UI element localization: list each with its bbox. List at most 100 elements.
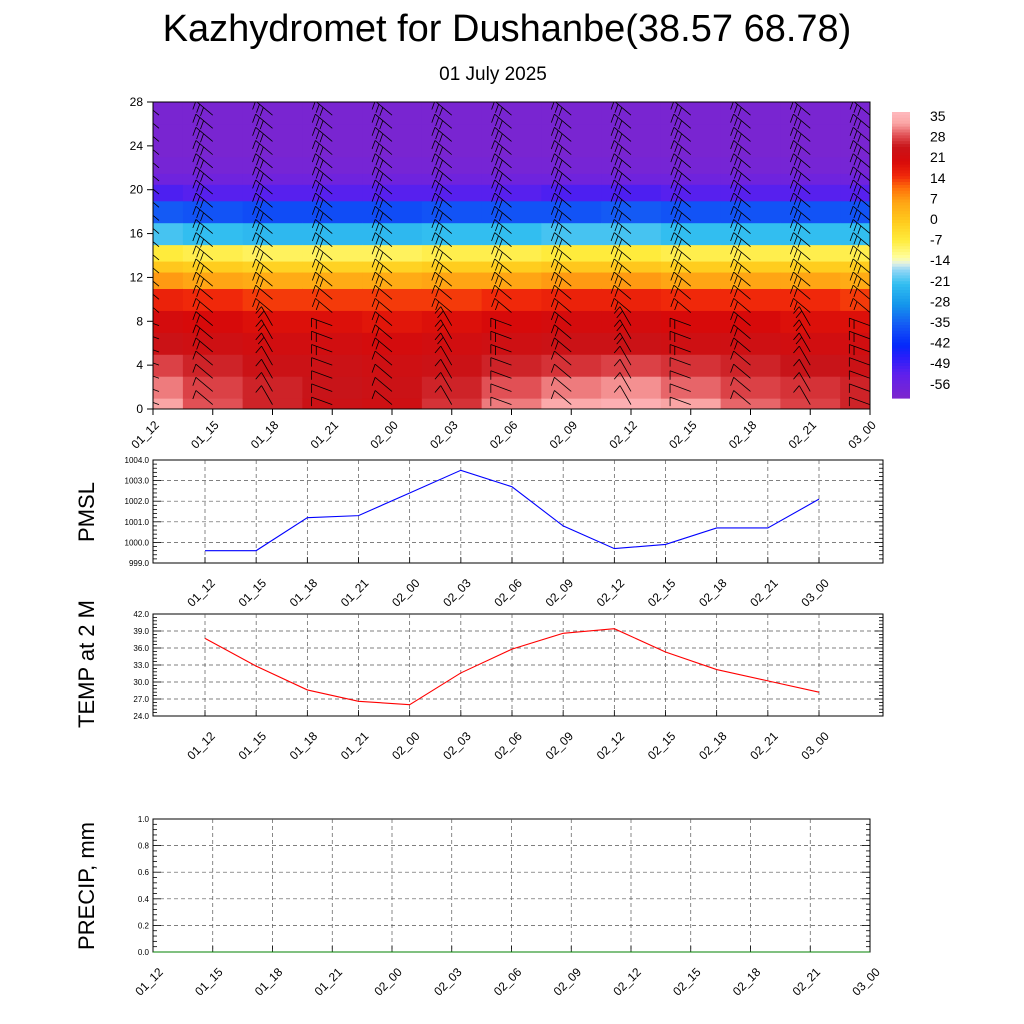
wind-barb-flag <box>143 249 146 257</box>
wind-barb-flag <box>857 133 862 143</box>
wind-barb-staff <box>733 390 751 405</box>
wind-barb-flag <box>730 192 735 202</box>
wind-barb-staff <box>669 344 691 353</box>
colorbar-segment <box>892 155 910 160</box>
wind-barb-staff <box>852 127 870 142</box>
wind-barb-flag <box>192 192 197 202</box>
x-tick-label: 02_12 <box>606 418 640 452</box>
x-tick-label: 02_06 <box>491 965 525 999</box>
colorbar-segment <box>892 292 910 297</box>
wind-barb-flag <box>857 265 862 274</box>
wind-barb-flag <box>849 285 854 294</box>
wind-barb-flag <box>550 114 555 123</box>
colorbar-segment <box>892 184 910 189</box>
wind-barb-flag <box>311 271 316 281</box>
wind-barb-flag <box>797 146 802 156</box>
wind-barb-flag <box>849 179 854 189</box>
wind-barb-flag <box>730 271 735 281</box>
wind-barb-staff <box>852 271 870 287</box>
wind-barb-flag <box>147 186 150 194</box>
wind-barb-flag <box>614 117 619 126</box>
heatmap-cell <box>153 271 184 289</box>
wind-barb-staff <box>195 324 214 340</box>
wind-barb-flag <box>435 248 440 258</box>
heatmap-cell <box>182 244 244 262</box>
wind-barb-flag <box>315 143 320 153</box>
wind-barb-flag <box>495 288 499 298</box>
wind-barb-flag <box>737 212 742 222</box>
wind-barb-flag <box>498 133 503 143</box>
x-tick-label: 02_18 <box>696 729 730 763</box>
x-tick-label: 01_18 <box>248 418 282 452</box>
wind-barb-flag <box>311 140 316 150</box>
x-tick-label: 01_15 <box>236 576 270 610</box>
wind-barb-staff <box>613 232 632 248</box>
wind-barb-flag <box>371 311 376 321</box>
wind-barb-staff <box>440 319 453 340</box>
wind-barb-staff <box>440 332 453 353</box>
y-axis-label: PMSL <box>74 482 99 542</box>
wind-barb-flag <box>795 337 803 345</box>
wind-barb-flag <box>371 324 376 334</box>
wind-barb-flag <box>618 133 623 143</box>
heatmap-cell <box>421 398 483 409</box>
colorbar-segment <box>892 380 910 385</box>
wind-barb-flag <box>550 377 555 386</box>
heatmap-cell <box>362 184 423 202</box>
wind-barb-flag <box>147 200 150 208</box>
heatmap-cell <box>421 260 483 273</box>
wind-barb-staff <box>434 140 453 155</box>
wind-barb-flag <box>491 245 496 255</box>
heatmap-cell <box>660 288 722 311</box>
wind-barb-flag <box>670 285 675 294</box>
wind-barb-staff <box>554 232 572 248</box>
colorbar-segment <box>892 287 910 291</box>
heatmap-cell <box>541 200 602 224</box>
wind-barb-flag <box>196 288 201 298</box>
x-tick-label: 01_12 <box>184 729 218 763</box>
wind-barb-staff <box>673 127 692 142</box>
heatmap-cell <box>601 244 662 262</box>
colorbar-segment <box>892 190 910 195</box>
wind-barb-staff <box>434 284 453 300</box>
wind-barb-staff <box>798 345 811 366</box>
wind-barb-flag <box>371 271 376 281</box>
wind-barb-flag <box>849 153 854 163</box>
wind-barb-flag <box>252 192 257 202</box>
y-tick-label: 4 <box>136 358 143 372</box>
wind-barb-flag <box>730 206 735 215</box>
wind-barb-staff <box>554 311 572 326</box>
wind-barb-staff <box>733 153 751 169</box>
colorbar-label: -14 <box>930 252 950 268</box>
wind-barb-staff <box>849 357 870 366</box>
colorbar-segment <box>892 383 910 387</box>
x-tick-label: 02_21 <box>747 729 781 763</box>
wind-barb-flag <box>558 238 563 248</box>
wind-barb-staff <box>311 370 333 379</box>
x-tick-label: 03_00 <box>798 729 832 763</box>
wind-barb-staff <box>554 140 572 155</box>
wind-barb-staff <box>490 370 512 379</box>
wind-barb-staff <box>195 258 214 274</box>
wind-barb-flag <box>192 285 197 294</box>
heatmap-cell <box>840 184 870 202</box>
wind-barb-staff <box>255 271 273 287</box>
wind-barb-flag <box>143 183 146 191</box>
heatmap-cell <box>302 310 363 333</box>
wind-barb-flag <box>252 258 257 268</box>
heatmap-cell <box>182 376 244 399</box>
wind-barb-staff <box>793 232 811 248</box>
wind-barb-flag <box>439 120 443 130</box>
heatmap-cell <box>481 310 542 333</box>
wind-barb-flag <box>371 285 376 294</box>
wind-barb-flag <box>734 169 738 179</box>
wind-barb-staff <box>554 127 572 142</box>
wind-barb-flag <box>849 298 854 307</box>
wind-barb-staff <box>733 298 751 313</box>
wind-barb-flag <box>495 143 499 153</box>
wind-barb-staff <box>195 153 214 169</box>
wind-barb-staff <box>261 359 273 379</box>
wind-barb-flag <box>491 127 496 136</box>
wind-barb-staff <box>153 122 160 129</box>
wind-barb-flag <box>315 183 320 192</box>
